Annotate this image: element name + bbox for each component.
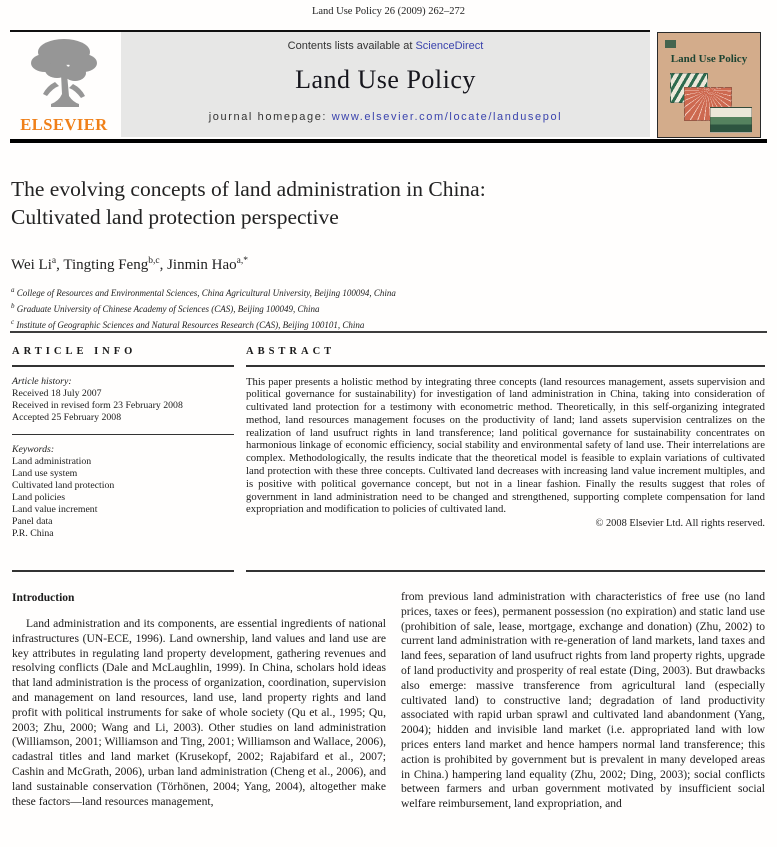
abstract-heading: ABSTRACT (246, 346, 336, 357)
affiliation: b Graduate University of Chinese Academy… (11, 302, 320, 314)
keyword-item: Land value increment (12, 503, 98, 515)
keyword-item: Land administration (12, 455, 92, 467)
affiliation: c Institute of Geographic Sciences and N… (11, 318, 365, 330)
article-info-divider-rule (12, 433, 234, 435)
author-affiliation-sup: a,* (236, 256, 248, 266)
introduction-heading: Introduction (12, 592, 75, 604)
keyword-item: Land use system (12, 467, 78, 479)
introduction-paragraph: Land administration and its components, … (12, 617, 386, 808)
article-info-heading-rule (12, 365, 234, 367)
author: , Tingting Fengb,c (56, 256, 160, 273)
header-top-rule (10, 30, 650, 32)
history-item: Received 18 July 2007 (12, 387, 102, 399)
author-affiliation-sup: a (51, 256, 57, 266)
cover-journal-title: Land Use Policy (670, 53, 748, 65)
keywords-label: Keywords: (12, 443, 55, 455)
body-left-column: Introduction Land administration and its… (12, 592, 386, 809)
contents-prefix: Contents lists available at (287, 40, 416, 52)
cover-art-red-field-image (684, 87, 732, 121)
article-title-line1: The evolving concepts of land administra… (11, 177, 486, 201)
abstract-text: This paper presents a holistic method by… (246, 375, 765, 516)
cover-publisher-mark-icon (665, 38, 676, 48)
elsevier-wordmark: ELSEVIER (20, 115, 108, 134)
elsevier-tree-icon (12, 36, 116, 114)
header-bottom-rule (10, 139, 767, 143)
affiliation-list: a College of Resources and Environmental… (11, 284, 396, 332)
history-item: Received in revised form 23 February 200… (12, 399, 183, 411)
elsevier-logo[interactable]: ELSEVIER (12, 36, 116, 137)
article-title: The evolving concepts of land administra… (11, 175, 751, 231)
article-info-column: ARTICLE INFO Article history: Received 1… (12, 346, 234, 540)
author: Wei Lia (11, 256, 57, 273)
page-citation: Land Use Policy 26 (2009) 262–272 (311, 6, 466, 17)
journal-header-banner: Contents lists available at ScienceDirec… (121, 32, 650, 137)
affiliation-divider-rule (10, 331, 767, 333)
homepage-prefix: journal homepage: (208, 111, 332, 123)
journal-title: Land Use Policy (295, 65, 476, 94)
sciencedirect-link[interactable]: ScienceDirect (415, 40, 484, 52)
keyword-item: Cultivated land protection (12, 479, 115, 491)
author-list: Wei Lia, Tingting Fengb,c, Jinmin Haoa,* (11, 256, 248, 274)
keyword-item: Land policies (12, 491, 66, 503)
cover-art-landscape-image (710, 107, 752, 133)
copyright-line: © 2008 Elsevier Ltd. All rights reserved… (595, 518, 766, 530)
affiliation: a College of Resources and Environmental… (11, 286, 396, 298)
abstract-column: ABSTRACT This paper presents a holistic … (246, 346, 765, 529)
keyword-item: Panel data (12, 515, 53, 527)
author-affiliation-sup: b,c (148, 256, 160, 266)
journal-homepage-line: journal homepage: www.elsevier.com/locat… (121, 111, 650, 123)
abstract-heading-rule (246, 365, 765, 367)
contents-list-line: Contents lists available at ScienceDirec… (121, 32, 650, 52)
body-right-paragraph: from previous land administration with c… (401, 590, 765, 811)
article-info-bottom-rule (12, 570, 234, 572)
history-item: Accepted 25 February 2008 (12, 411, 122, 423)
keyword-item: P.R. China (12, 527, 54, 539)
article-info-heading: ARTICLE INFO (12, 346, 137, 357)
body-right-column: from previous land administration with c… (401, 590, 765, 812)
author: , Jinmin Haoa,* (159, 256, 248, 273)
journal-homepage-link[interactable]: www.elsevier.com/locate/landusepol (331, 111, 563, 123)
journal-cover-thumbnail[interactable]: Land Use Policy (657, 32, 761, 138)
abstract-bottom-rule (246, 570, 765, 572)
article-title-line2: Cultivated land protection perspective (11, 205, 339, 229)
article-history-label: Article history: (12, 375, 72, 387)
